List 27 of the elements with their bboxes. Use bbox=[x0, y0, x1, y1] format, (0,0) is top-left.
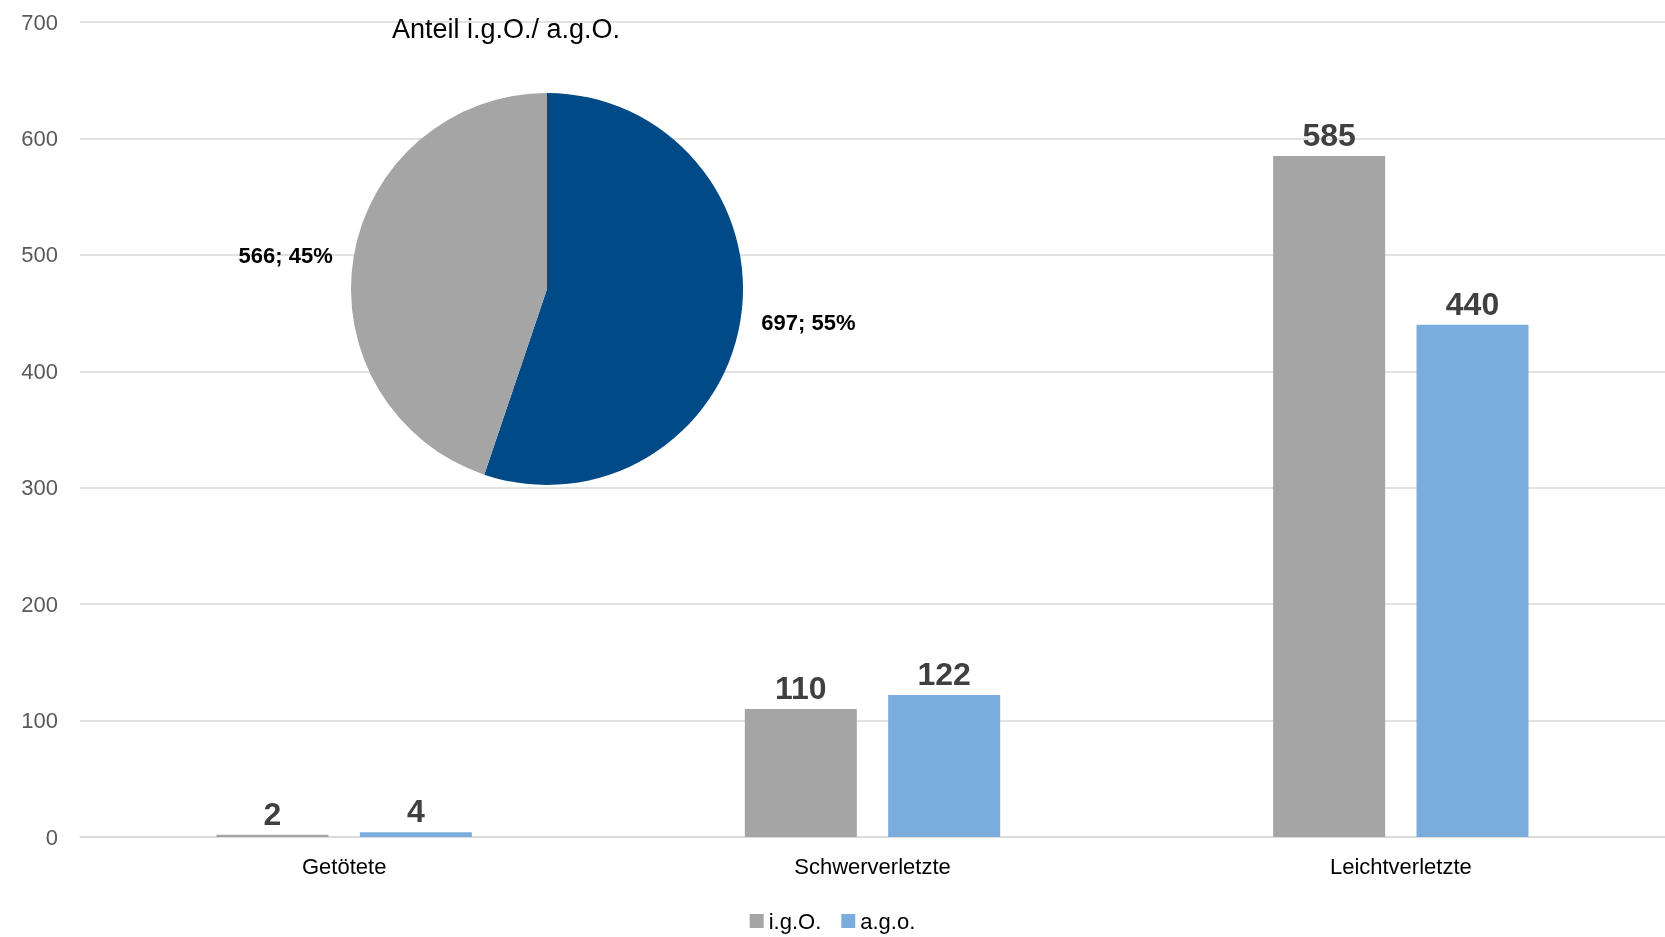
y-tick-label: 300 bbox=[21, 475, 58, 501]
x-tick-label: Getötete bbox=[301, 853, 387, 879]
data-label: 4 bbox=[406, 793, 425, 830]
y-tick-label: 200 bbox=[21, 591, 58, 617]
y-tick-label: 400 bbox=[21, 358, 58, 384]
legend-label: i.g.O. bbox=[768, 908, 822, 934]
bar bbox=[1416, 324, 1529, 837]
data-label: 110 bbox=[775, 669, 827, 706]
data-label: 585 bbox=[1302, 116, 1356, 153]
data-label: 122 bbox=[917, 655, 971, 692]
data-label: 697; 55% bbox=[761, 309, 856, 335]
bar bbox=[359, 832, 472, 837]
y-tick-label: 0 bbox=[45, 824, 58, 850]
bar bbox=[888, 694, 1001, 837]
y-tick-label: 500 bbox=[21, 242, 58, 268]
x-tick-label: Schwerverletzte bbox=[794, 853, 951, 879]
x-tick-label: Leichtverletzte bbox=[1329, 853, 1472, 879]
chart-title: Anteil i.g.O./ a.g.O. bbox=[391, 13, 621, 44]
bar bbox=[744, 708, 857, 837]
legend-label: a.g.o. bbox=[860, 908, 916, 934]
data-label: 440 bbox=[1445, 285, 1500, 322]
y-tick-label: 100 bbox=[21, 708, 58, 734]
y-tick-label: 700 bbox=[21, 9, 58, 35]
bar bbox=[1273, 155, 1386, 837]
y-tick-label: 600 bbox=[21, 125, 58, 151]
data-label: 2 bbox=[263, 795, 282, 832]
data-label: 566; 45% bbox=[238, 243, 333, 269]
